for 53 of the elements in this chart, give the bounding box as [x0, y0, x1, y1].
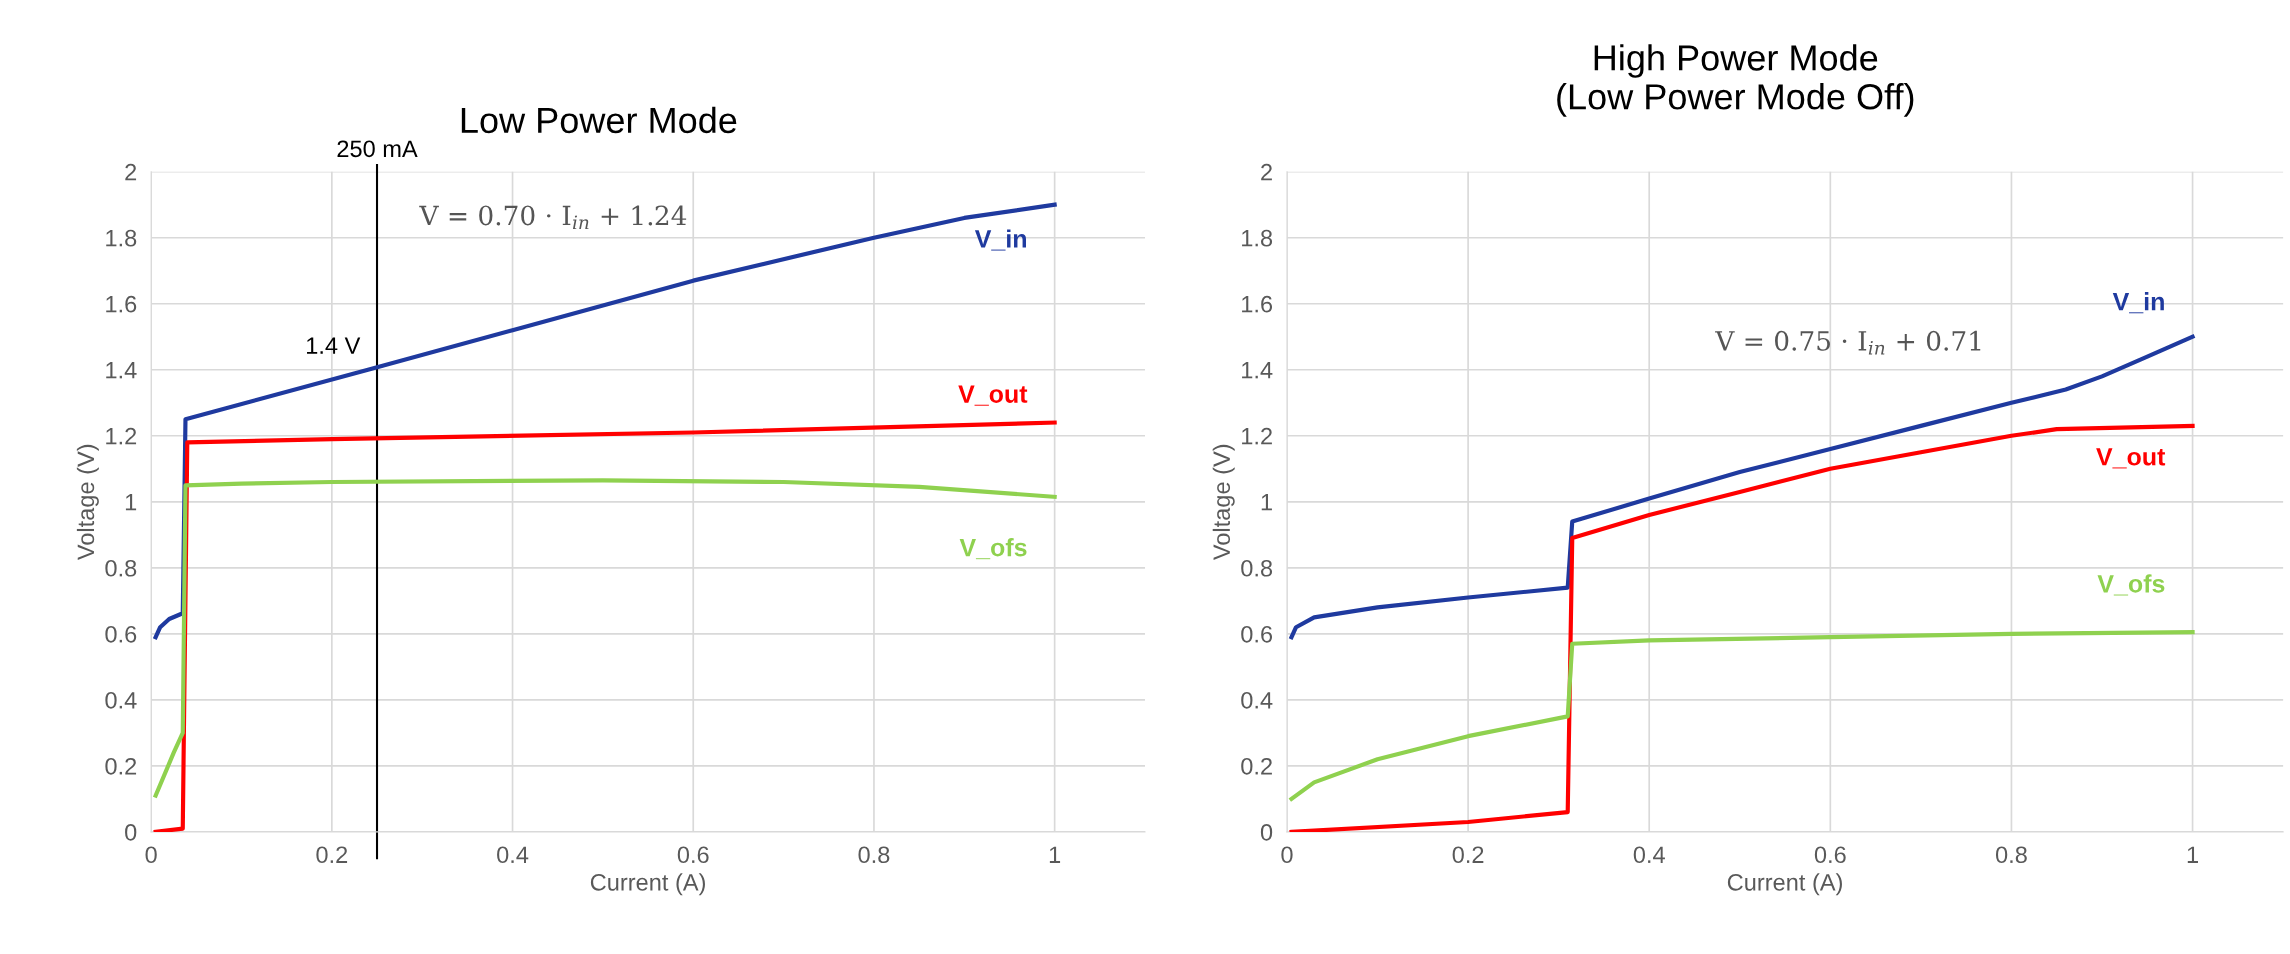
- chart-title: High Power Mode (Low Power Mode Off): [1557, 44, 1914, 117]
- series-label: V_ofs: [959, 538, 1027, 560]
- y-tick-label: 0: [125, 823, 137, 841]
- x-tick-label: 0.8: [858, 846, 890, 864]
- line-series: [1289, 423, 2195, 832]
- y-tick-label: 1.6: [1242, 295, 1273, 313]
- series-label: V_in: [974, 229, 1026, 251]
- y-tick-label: 1.8: [1242, 229, 1273, 247]
- annotation: V = 0.70 · I$_{in}$ + 1.24: [419, 205, 687, 230]
- y-tick-label: 2: [1261, 163, 1272, 181]
- series-label: V_ofs: [2097, 574, 2165, 596]
- chart-title: Low Power Mode: [461, 106, 737, 134]
- x-tick-label: 0.4: [497, 846, 529, 864]
- y-tick-label: 0.4: [105, 691, 137, 709]
- x-tick-label: 0.8: [1995, 846, 2027, 864]
- series-label: V_out: [958, 385, 1028, 406]
- y-tick-label: 0.6: [105, 625, 137, 643]
- y-tick-label: 1: [1261, 494, 1272, 511]
- series-label: V_out: [2096, 448, 2166, 469]
- ref-line-label: 250 mA: [337, 140, 418, 158]
- x-tick-label: 1: [2187, 846, 2198, 863]
- line-series: [153, 478, 1057, 798]
- x-tick-label: 0: [145, 846, 157, 864]
- x-axis-title: Current (A): [1727, 873, 1842, 896]
- x-tick-label: 1: [1049, 846, 1061, 863]
- y-tick-label: 1: [125, 494, 137, 511]
- annotation: 1.4 V: [307, 337, 361, 354]
- y-tick-label: 1.6: [106, 295, 137, 313]
- y-tick-label: 1.4: [106, 362, 137, 379]
- x-tick-label: 0.2: [316, 846, 348, 864]
- line-series: [1289, 630, 2195, 801]
- y-tick-label: 1.8: [106, 229, 137, 247]
- x-tick-label: 0.6: [1814, 846, 1846, 864]
- y-tick-label: 1.4: [1242, 362, 1273, 379]
- x-axis-title: Current (A): [590, 873, 705, 896]
- x-tick-label: 0: [1281, 846, 1293, 864]
- y-tick-label: 1.2: [106, 427, 137, 445]
- y-tick-label: 0.6: [1241, 625, 1273, 643]
- x-tick-label: 0.2: [1452, 846, 1484, 864]
- y-tick-label: 2: [125, 163, 137, 181]
- y-tick-label: 0.8: [1241, 559, 1273, 577]
- series-label: V_in: [2112, 292, 2164, 314]
- x-tick-label: 0.4: [1633, 846, 1665, 864]
- x-tick-label: 0.6: [677, 846, 709, 864]
- annotation: V = 0.75 · I$_{in}$ + 0.71: [1715, 330, 1981, 355]
- y-tick-label: 0.2: [105, 757, 137, 775]
- y-tick-label: 0.4: [1241, 691, 1273, 709]
- y-tick-label: 0: [1260, 823, 1273, 841]
- y-axis-title: Voltage (V): [1212, 444, 1235, 561]
- y-axis-title: Voltage (V): [76, 444, 99, 561]
- y-tick-label: 0.8: [105, 559, 137, 577]
- y-tick-label: 0.2: [1241, 757, 1272, 775]
- y-tick-label: 1.2: [1242, 427, 1272, 445]
